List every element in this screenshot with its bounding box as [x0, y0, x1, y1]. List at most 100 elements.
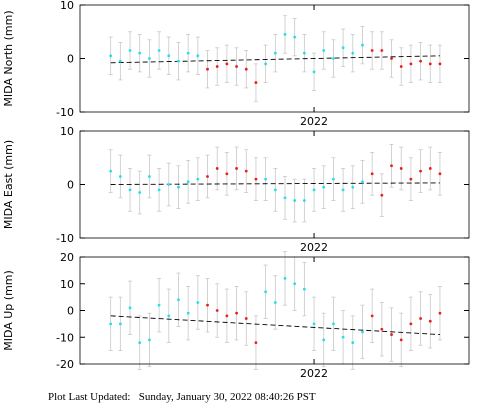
point: [409, 62, 413, 66]
point: [438, 311, 442, 315]
point: [380, 49, 384, 52]
point: [225, 172, 229, 176]
point: [302, 199, 306, 202]
point: [118, 322, 122, 326]
point: [167, 183, 171, 186]
panel: -10 0 10 2022 MIDA East (mm): [2, 125, 470, 254]
point: [399, 338, 403, 342]
panel: -20 -10 0 10 20 2022 MIDA Up (mm): [2, 251, 470, 380]
point: [351, 51, 355, 55]
point: [370, 314, 374, 318]
point: [109, 322, 113, 326]
point: [264, 62, 268, 66]
point: [332, 57, 335, 60]
point: [332, 322, 335, 326]
point: [302, 51, 306, 55]
point: [380, 327, 384, 331]
point: [177, 59, 180, 63]
point: [428, 167, 432, 170]
point: [148, 57, 151, 60]
point: [118, 175, 122, 178]
point: [273, 51, 277, 55]
point: [206, 67, 209, 71]
point: [167, 54, 171, 58]
point: [302, 287, 306, 291]
point: [235, 311, 238, 315]
point: [341, 188, 345, 192]
point: [196, 177, 200, 181]
y-tick-label: 10: [60, 125, 74, 138]
point: [361, 43, 364, 47]
point: [283, 33, 287, 36]
point: [341, 335, 345, 339]
y-axis-label: MIDA Up (mm): [2, 270, 15, 351]
point: [380, 193, 384, 197]
trend-line: [110, 315, 440, 336]
panel: -10 0 10 2022 MIDA North (mm): [2, 0, 470, 128]
point: [128, 49, 132, 52]
point: [157, 303, 161, 307]
point: [186, 311, 190, 315]
point: [293, 199, 297, 202]
x-tick-label: 2022: [300, 367, 328, 380]
point: [138, 341, 142, 344]
y-tick-label: 0: [67, 179, 74, 192]
point: [196, 301, 200, 304]
point: [264, 177, 268, 181]
point: [273, 301, 277, 304]
point: [419, 59, 422, 63]
point: [409, 177, 413, 181]
point: [428, 319, 432, 323]
point: [235, 65, 238, 68]
point: [206, 175, 209, 178]
point: [244, 169, 248, 173]
point: [312, 322, 316, 326]
point: [312, 188, 316, 192]
point: [167, 314, 171, 318]
y-tick-label: 0: [67, 305, 74, 318]
point: [244, 317, 248, 320]
y-tick-label: 0: [67, 53, 74, 66]
point: [215, 309, 219, 312]
point: [399, 167, 403, 170]
point: [206, 303, 209, 307]
plot-frame: [79, 256, 470, 365]
trend-line: [110, 182, 440, 185]
y-axis-label: MIDA North (mm): [2, 10, 15, 106]
y-tick-label: 10: [60, 278, 74, 291]
point: [254, 81, 258, 84]
y-axis-label: MIDA East (mm): [2, 140, 15, 229]
x-tick-label: 2022: [300, 241, 328, 254]
y-tick-label: 20: [60, 251, 74, 264]
point: [109, 54, 113, 58]
point: [186, 51, 190, 55]
point: [332, 177, 335, 181]
point: [390, 164, 393, 168]
point: [399, 65, 403, 68]
point: [428, 62, 432, 66]
point: [128, 306, 132, 310]
point: [215, 65, 219, 68]
point: [283, 196, 287, 200]
point: [138, 51, 142, 55]
y-tick-label: -10: [56, 331, 74, 344]
point: [322, 185, 326, 189]
point: [283, 277, 287, 280]
point: [177, 185, 180, 189]
y-tick-label: 10: [60, 0, 74, 12]
point: [128, 188, 132, 192]
point: [322, 49, 326, 52]
point: [409, 322, 413, 326]
point: [438, 62, 442, 66]
point: [361, 180, 364, 184]
point: [293, 35, 297, 39]
point: [390, 333, 393, 336]
point: [322, 338, 326, 342]
point: [351, 185, 355, 189]
point: [254, 177, 258, 181]
point: [215, 167, 219, 170]
point: [264, 290, 268, 294]
point: [351, 341, 355, 344]
point: [177, 298, 180, 302]
